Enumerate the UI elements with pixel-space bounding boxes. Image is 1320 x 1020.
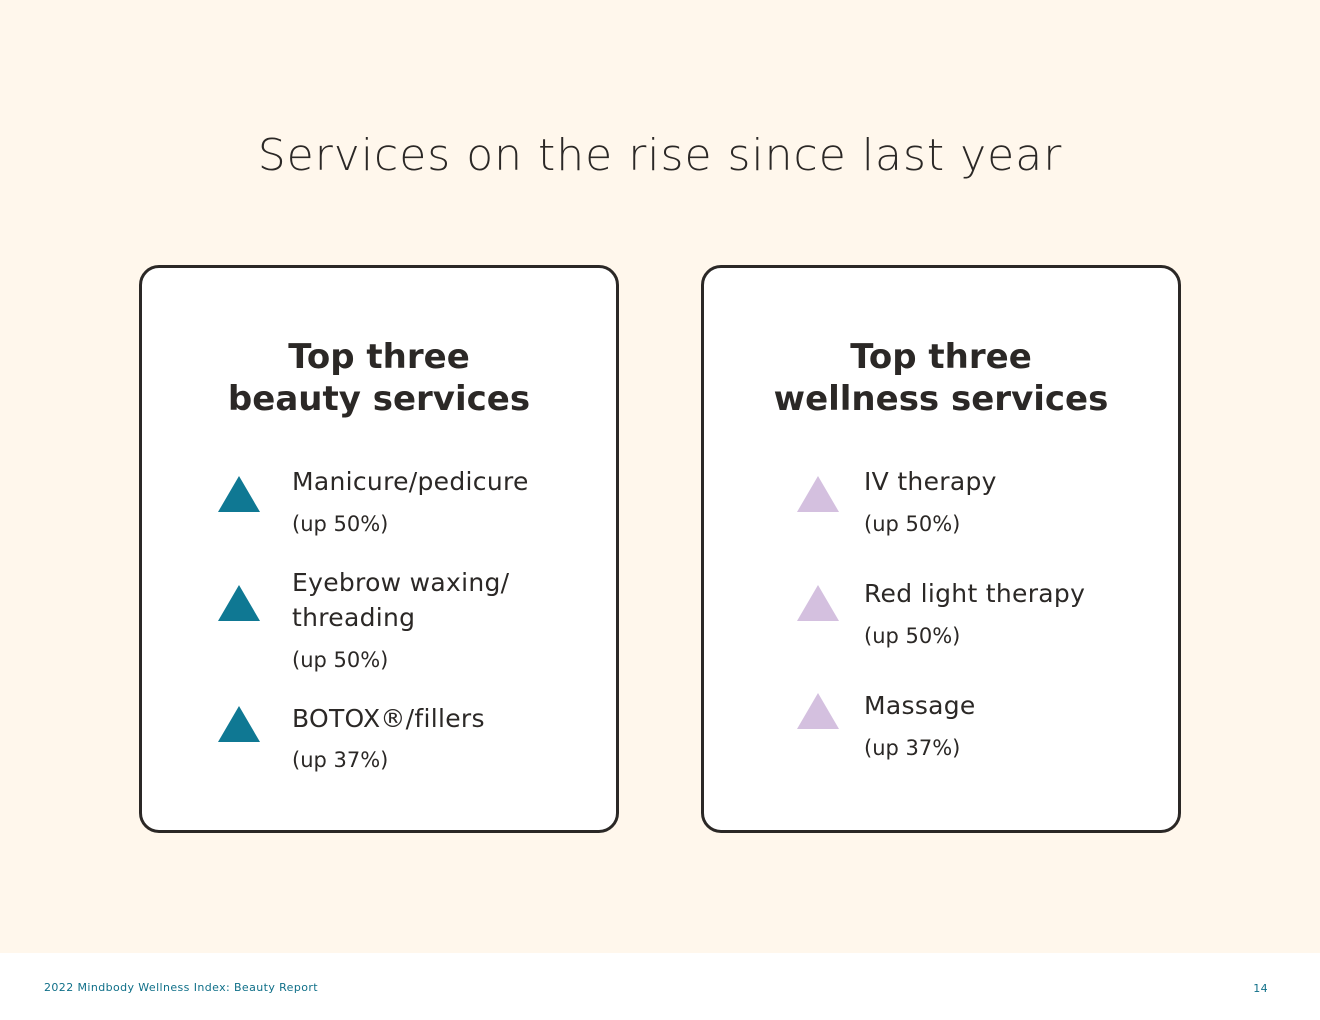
wellness-card-title: Top three wellness services <box>704 336 1178 420</box>
beauty-item-label: BOTOX®/fillers <box>292 704 485 733</box>
beauty-services-card: Top three beauty services Manicure/pedic… <box>139 265 619 833</box>
up-triangle-icon <box>797 476 839 512</box>
wellness-card-title-line2: wellness services <box>773 379 1109 419</box>
footer-page-number: 14 <box>1253 982 1268 995</box>
beauty-card-title: Top three beauty services <box>142 336 616 420</box>
beauty-item-change: (up 50%) <box>292 648 389 672</box>
beauty-item-label-line2: threading <box>292 603 416 632</box>
page-title: Services on the rise since last year <box>257 130 1063 181</box>
beauty-card-title-line1: Top three <box>288 337 470 377</box>
beauty-item-label: Eyebrow waxing/ <box>292 568 510 597</box>
wellness-item-change: (up 37%) <box>864 736 961 760</box>
up-triangle-icon <box>797 585 839 621</box>
wellness-item-label: Red light therapy <box>864 579 1086 608</box>
wellness-services-card: Top three wellness services IV therapy (… <box>701 265 1181 833</box>
wellness-item-change: (up 50%) <box>864 512 961 536</box>
beauty-card-title-line2: beauty services <box>227 379 531 419</box>
up-triangle-icon <box>797 693 839 729</box>
up-triangle-icon <box>218 585 260 621</box>
beauty-item-change: (up 50%) <box>292 512 389 536</box>
wellness-item-change: (up 50%) <box>864 624 961 648</box>
beauty-item-change: (up 37%) <box>292 748 389 772</box>
wellness-item-label: Massage <box>864 691 976 720</box>
footer-report-name: 2022 Mindbody Wellness Index: Beauty Rep… <box>44 981 318 994</box>
up-triangle-icon <box>218 476 260 512</box>
wellness-item-label: IV therapy <box>864 467 997 496</box>
up-triangle-icon <box>218 706 260 742</box>
beauty-item-label: Manicure/pedicure <box>292 467 529 496</box>
wellness-card-title-line1: Top three <box>850 337 1032 377</box>
